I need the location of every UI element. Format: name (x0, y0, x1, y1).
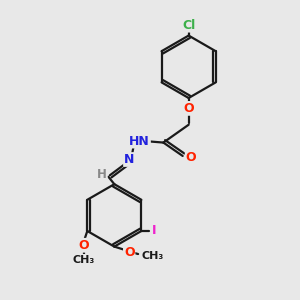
Text: O: O (78, 239, 89, 252)
Text: N: N (124, 153, 134, 166)
Text: Cl: Cl (182, 19, 195, 32)
Text: CH₃: CH₃ (142, 250, 164, 260)
Text: O: O (183, 102, 194, 115)
Text: CH₃: CH₃ (73, 254, 95, 265)
Text: H: H (97, 168, 107, 181)
Text: HN: HN (129, 135, 150, 148)
Text: I: I (152, 224, 156, 238)
Text: O: O (124, 246, 134, 259)
Text: O: O (186, 151, 196, 164)
